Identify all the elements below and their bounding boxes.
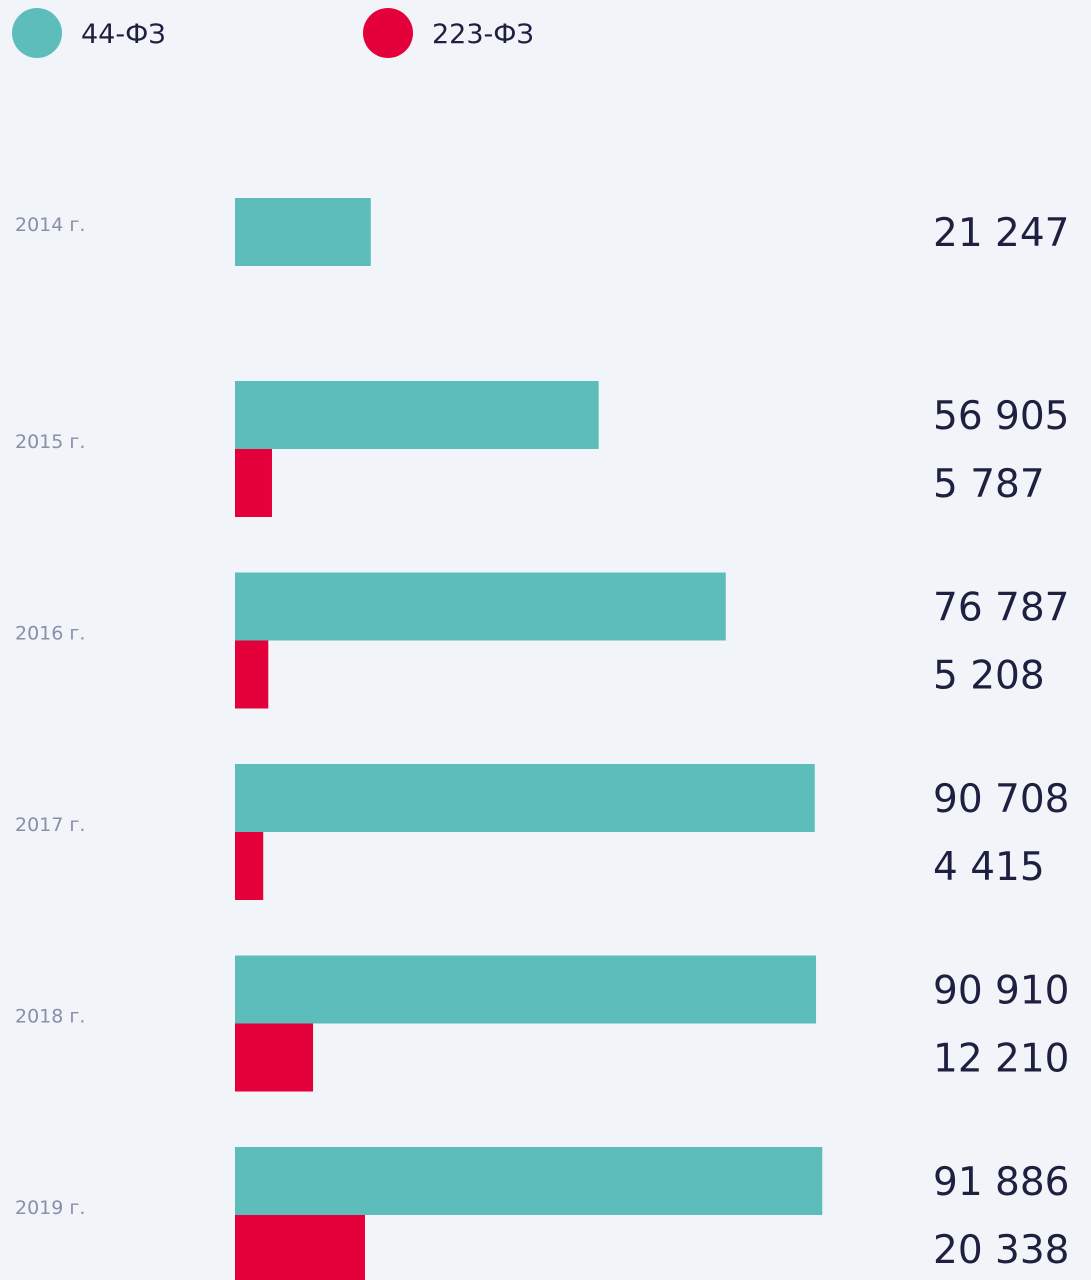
value-label: 21 247: [933, 211, 1069, 256]
bar: [235, 640, 269, 709]
value-label: 12 210: [933, 1037, 1069, 1082]
y-tick-label: 2015 г.: [15, 431, 85, 453]
y-tick-label: 2014 г.: [15, 214, 85, 236]
bar: [235, 1023, 314, 1092]
bar: [235, 572, 726, 641]
y-tick-label: 2017 г.: [15, 814, 85, 836]
y-tick-label: 2019 г.: [15, 1197, 85, 1219]
y-tick-label: 2016 г.: [15, 623, 85, 645]
legend-swatch: [12, 8, 62, 58]
bar: [235, 764, 815, 832]
value-label: 76 787: [933, 586, 1069, 631]
legend-swatch: [363, 8, 413, 58]
value-label: 20 338: [933, 1228, 1069, 1273]
bar: [235, 381, 599, 449]
bar: [235, 832, 264, 900]
bar: [235, 198, 371, 266]
value-label: 91 886: [933, 1160, 1069, 1205]
value-label: 5 787: [933, 462, 1045, 507]
bar: [235, 955, 817, 1024]
value-label: 90 910: [933, 969, 1069, 1014]
value-label: 5 208: [933, 654, 1045, 699]
bar: [235, 1147, 823, 1215]
value-label: 90 708: [933, 777, 1069, 822]
y-tick-label: 2018 г.: [15, 1006, 85, 1028]
value-label: 4 415: [933, 845, 1045, 890]
bar: [235, 1215, 365, 1280]
legend-label: 44-ФЗ: [81, 19, 166, 50]
value-label: 56 905: [933, 394, 1069, 439]
bar: [235, 449, 272, 517]
legend-label: 223-ФЗ: [432, 19, 534, 50]
